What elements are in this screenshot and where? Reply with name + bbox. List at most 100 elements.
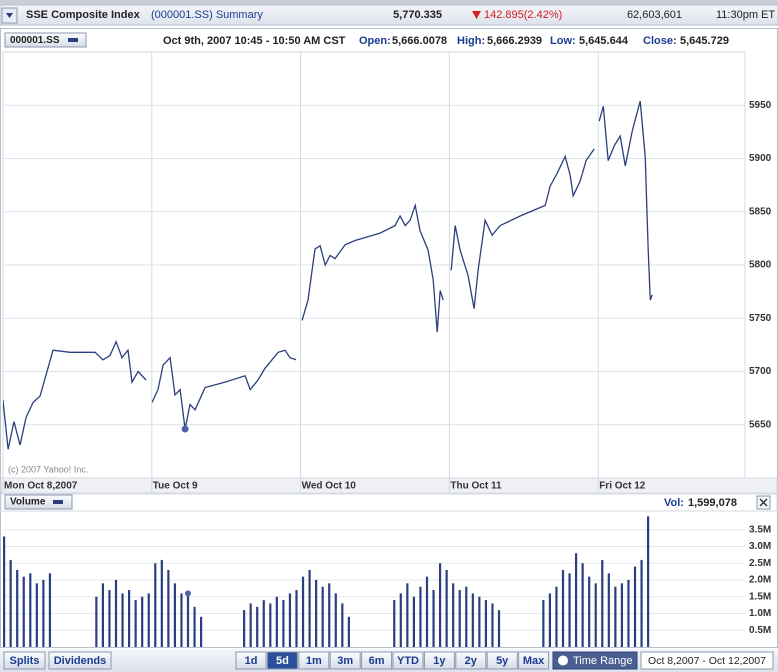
column-header-strip xyxy=(0,0,778,5)
range-button[interactable] xyxy=(423,651,455,670)
low: 5,645.644 xyxy=(579,35,629,47)
x-axis-band xyxy=(0,477,778,494)
volume-bar xyxy=(581,563,584,647)
y-tick-label: 5850 xyxy=(749,206,772,217)
range-button[interactable] xyxy=(486,651,518,670)
change: 142.895(2.42%) xyxy=(484,9,562,21)
volume-bar xyxy=(200,616,203,647)
close: 5,645.729 xyxy=(680,35,729,47)
volume-bar xyxy=(35,583,38,647)
y-tick-label: 5800 xyxy=(749,260,772,271)
high-label: High: xyxy=(457,35,485,47)
volume-bar xyxy=(114,580,118,647)
x-tick-label: Mon Oct 8,2007 xyxy=(4,481,78,492)
volume-bar xyxy=(193,606,196,647)
volume-bar xyxy=(167,569,170,647)
volume-bar xyxy=(173,583,177,647)
volume-bar xyxy=(601,559,604,647)
volume-bar xyxy=(121,593,124,647)
y-tick-label: 0.5M xyxy=(749,625,771,636)
hover-point xyxy=(181,425,189,433)
price-line xyxy=(3,100,653,450)
volume-bar xyxy=(574,553,578,647)
volume-bar xyxy=(561,569,565,647)
x-tick-label: Thu Oct 11 xyxy=(450,481,502,492)
expand-icon xyxy=(6,13,13,18)
volume-bar xyxy=(555,586,558,647)
volume-bar xyxy=(154,563,157,647)
volume-bar xyxy=(425,576,429,647)
date-range: Oct 8,2007 - Oct 12,2007 xyxy=(648,655,766,667)
date-range-box[interactable] xyxy=(640,651,774,670)
y-tick-label: 3.0M xyxy=(749,541,771,552)
time-range-button[interactable] xyxy=(552,651,638,670)
y-tick-label: 1.0M xyxy=(749,608,771,619)
volume-bar xyxy=(160,559,163,647)
volume-bar xyxy=(412,596,415,647)
volume-dropdown[interactable] xyxy=(4,494,73,510)
dividends-button[interactable] xyxy=(48,651,112,670)
volume-bar xyxy=(334,593,337,647)
range-button-label: 3m xyxy=(337,655,353,667)
range-button[interactable] xyxy=(455,651,487,670)
volume-bar xyxy=(471,593,474,647)
dropdown-icon xyxy=(53,500,63,504)
hover-point xyxy=(184,590,191,597)
y-tick-label: 3.5M xyxy=(749,524,771,535)
range-button-label: YTD xyxy=(397,655,419,667)
volume-bar xyxy=(419,586,422,647)
volume-header xyxy=(0,493,778,512)
range-button[interactable] xyxy=(266,651,298,670)
volume-bar xyxy=(3,536,6,647)
open: 5,666.0078 xyxy=(392,35,447,47)
volume-bar xyxy=(101,583,105,647)
symbol-dropdown[interactable] xyxy=(4,32,87,48)
range-button[interactable] xyxy=(361,651,393,670)
high: 5,666.2939 xyxy=(487,35,542,47)
range-button[interactable] xyxy=(518,651,550,670)
volume-bar xyxy=(445,569,448,647)
summary-link[interactable]: (000001.SS) Summary xyxy=(151,9,263,21)
volume-bar xyxy=(627,580,630,647)
volume-bar xyxy=(607,573,610,647)
open-label: Open: xyxy=(359,35,391,47)
volume-bar xyxy=(542,600,545,647)
range-button[interactable] xyxy=(235,651,267,670)
range-button-label: 1y xyxy=(433,655,446,667)
volume-bar xyxy=(614,586,617,647)
splits-button[interactable] xyxy=(3,651,46,670)
time-range-label: Time Range xyxy=(573,655,633,667)
vol-label: Vol: xyxy=(664,497,684,509)
volume-bar xyxy=(95,596,98,647)
range-button[interactable] xyxy=(298,651,330,670)
down-arrow xyxy=(472,11,481,19)
close-icon xyxy=(759,498,768,507)
volume-bar xyxy=(458,590,461,647)
volume-bar xyxy=(147,593,150,647)
volume-bar xyxy=(491,603,494,647)
volume-bar xyxy=(301,576,305,647)
volume-bar xyxy=(321,586,324,647)
range-button[interactable] xyxy=(329,651,361,670)
range-button-label: 1d xyxy=(245,655,258,667)
volume-bar xyxy=(48,573,52,647)
y-tick-label: 2.5M xyxy=(749,558,771,569)
volume-bar xyxy=(328,583,331,647)
volume-bar xyxy=(108,590,111,647)
volume-bar xyxy=(594,583,597,647)
volume-bar xyxy=(16,569,19,647)
volume-bar xyxy=(42,580,45,647)
volume-bar xyxy=(588,576,591,647)
y-tick-label: 5650 xyxy=(749,419,772,430)
volume-bar xyxy=(243,610,246,647)
volume-bar xyxy=(452,583,455,647)
period: Oct 9th, 2007 10:45 - 10:50 AM CST xyxy=(163,35,346,47)
volume-title: Volume xyxy=(10,497,46,508)
volume-bar xyxy=(640,559,643,647)
volume-bar xyxy=(620,583,624,647)
volume-bar xyxy=(262,600,265,647)
y-tick-label: 5900 xyxy=(749,153,772,164)
symbol: 000001.SS xyxy=(10,35,60,46)
range-button[interactable] xyxy=(392,651,424,670)
